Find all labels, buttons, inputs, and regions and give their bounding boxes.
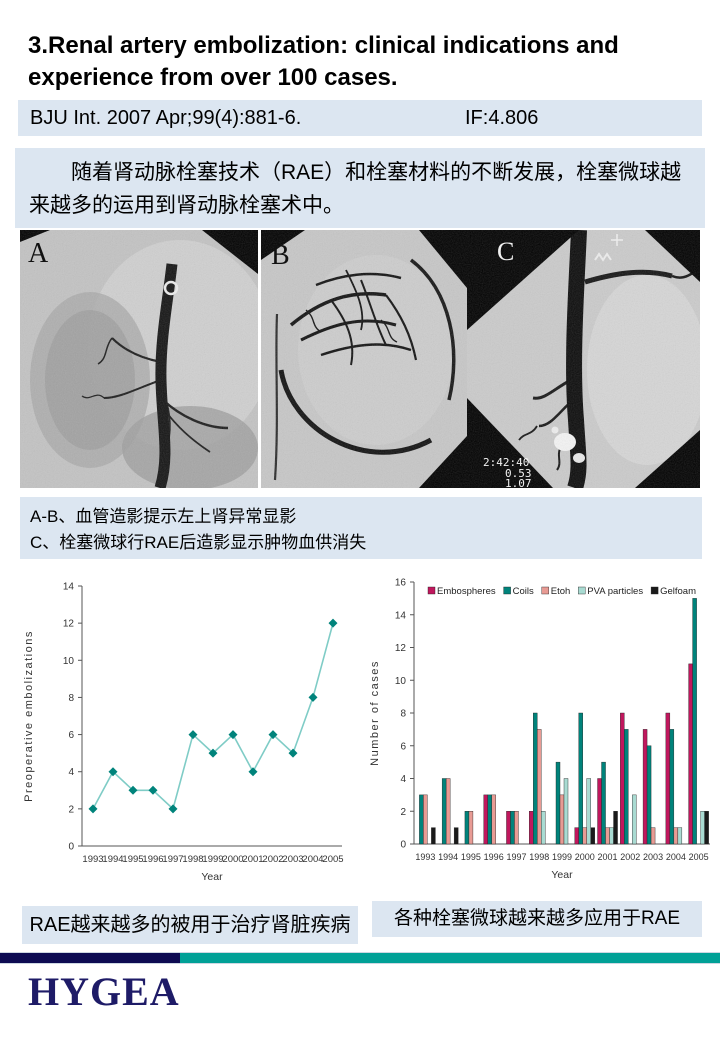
dose-overlay-2: 1.07: [505, 477, 532, 488]
svg-text:1997: 1997: [162, 854, 183, 865]
svg-text:16: 16: [395, 578, 407, 589]
intro-text-box: 随着肾动脉栓塞技术（RAE）和栓塞材料的不断发展，栓塞微球越来越多的运用到肾动脉…: [15, 148, 705, 228]
svg-text:1997: 1997: [506, 852, 526, 862]
hygea-logo: HYGEA: [28, 969, 180, 1014]
svg-text:0: 0: [400, 840, 406, 851]
angiogram-panel-b: B: [261, 230, 467, 488]
panel-label-b: B: [271, 240, 290, 271]
figure-caption-box: A-B、血管造影提示左上肾异常显影 C、栓塞微球行RAE后造影显示肿物血供消失: [20, 497, 702, 559]
svg-text:8: 8: [68, 693, 74, 704]
svg-text:1998: 1998: [529, 852, 549, 862]
svg-text:Etoh: Etoh: [551, 586, 571, 597]
svg-text:2005: 2005: [322, 854, 343, 865]
angiogram-panel-c: C 2:42:40 0.53 1.07: [467, 230, 700, 488]
intro-text: 随着肾动脉栓塞技术（RAE）和栓塞材料的不断发展，栓塞微球越来越多的运用到肾动脉…: [29, 161, 682, 217]
svg-text:2001: 2001: [598, 852, 618, 862]
bar-chart-container: 0 2 4 6 8 10 12 14 16 1993 1994 1995 1996 1997 1998 199…: [366, 570, 716, 900]
panel-label-a: A: [28, 238, 49, 269]
svg-text:1995: 1995: [122, 854, 143, 865]
page-title: 3.Renal artery embolization: clinical in…: [28, 32, 619, 92]
svg-text:1993: 1993: [415, 852, 435, 862]
svg-text:1994: 1994: [102, 854, 123, 865]
line-chart-container: 0 2 4 6 8 10 12 14 1993 1994 1995 1996 1997 1998 1999 2…: [18, 572, 354, 904]
svg-text:PVA particles: PVA particles: [587, 586, 643, 597]
svg-text:2002: 2002: [620, 852, 640, 862]
footer-bar-teal-segment: [180, 953, 720, 963]
line-chart-caption: RAE越来越多的被用于治疗肾脏疾病: [22, 906, 358, 944]
preoperative-embolizations-chart: 0246810121419931994199519961997199819992…: [23, 582, 344, 884]
svg-text:1999: 1999: [552, 852, 572, 862]
svg-text:2000: 2000: [575, 852, 595, 862]
svg-text:2005: 2005: [689, 852, 709, 862]
svg-text:Year: Year: [551, 869, 573, 881]
citation-reference: BJU Int. 2007 Apr;99(4):881-6.: [30, 106, 302, 129]
svg-text:8: 8: [400, 709, 406, 720]
dose-overlay-1: 0.53: [505, 467, 532, 480]
svg-text:1994: 1994: [438, 852, 458, 862]
svg-text:0: 0: [68, 842, 74, 853]
svg-text:1996: 1996: [142, 854, 163, 865]
angiogram-panel-a: A: [20, 230, 258, 488]
svg-text:Number of cases: Number of cases: [369, 660, 381, 766]
timestamp-overlay: 2:42:40: [483, 456, 529, 469]
angiogram-strip: A: [20, 230, 700, 488]
svg-text:2: 2: [400, 807, 406, 818]
footer-bar-navy-segment: [0, 953, 180, 963]
svg-text:4: 4: [400, 774, 406, 785]
svg-text:1993: 1993: [82, 854, 103, 865]
svg-text:Coils: Coils: [513, 586, 534, 597]
svg-text:Gelfoam: Gelfoam: [660, 586, 696, 597]
svg-text:14: 14: [395, 610, 407, 621]
svg-text:6: 6: [68, 730, 74, 741]
figure-caption-line1: A-B、血管造影提示左上肾异常显影: [30, 507, 297, 526]
svg-text:10: 10: [395, 676, 407, 687]
svg-text:6: 6: [400, 741, 406, 752]
svg-text:2003: 2003: [643, 852, 663, 862]
svg-text:Embospheres: Embospheres: [437, 586, 496, 597]
svg-text:1999: 1999: [202, 854, 223, 865]
panel-label-c: C: [497, 237, 514, 266]
svg-text:2: 2: [68, 804, 74, 815]
svg-text:1998: 1998: [182, 854, 203, 865]
svg-text:2001: 2001: [242, 854, 263, 865]
svg-text:14: 14: [63, 582, 75, 593]
bar-chart-caption: 各种栓塞微球越来越多应用于RAE: [372, 901, 702, 937]
footer-divider-bar: [0, 952, 720, 964]
svg-text:2002: 2002: [262, 854, 283, 865]
svg-text:10: 10: [63, 656, 75, 667]
svg-text:Preoperative embolizations: Preoperative embolizations: [23, 630, 35, 802]
svg-text:1995: 1995: [461, 852, 481, 862]
svg-text:2000: 2000: [222, 854, 243, 865]
svg-text:12: 12: [63, 619, 75, 630]
svg-text:Year: Year: [201, 871, 223, 883]
svg-text:12: 12: [395, 643, 407, 654]
figure-caption-line2: C、栓塞微球行RAE后造影显示肿物血供消失: [30, 533, 367, 553]
svg-text:2004: 2004: [666, 852, 686, 862]
svg-text:2004: 2004: [302, 854, 323, 865]
svg-text:1996: 1996: [484, 852, 504, 862]
svg-text:4: 4: [68, 767, 74, 778]
impact-factor: IF:4.806: [465, 106, 539, 129]
embolic-materials-chart: 0 2 4 6 8 10 12 14 16 1993 1994 1995 1996 1997 1998 199…: [369, 578, 710, 881]
svg-text:2003: 2003: [282, 854, 303, 865]
citation-bar: BJU Int. 2007 Apr;99(4):881-6. IF:4.806: [18, 100, 702, 136]
